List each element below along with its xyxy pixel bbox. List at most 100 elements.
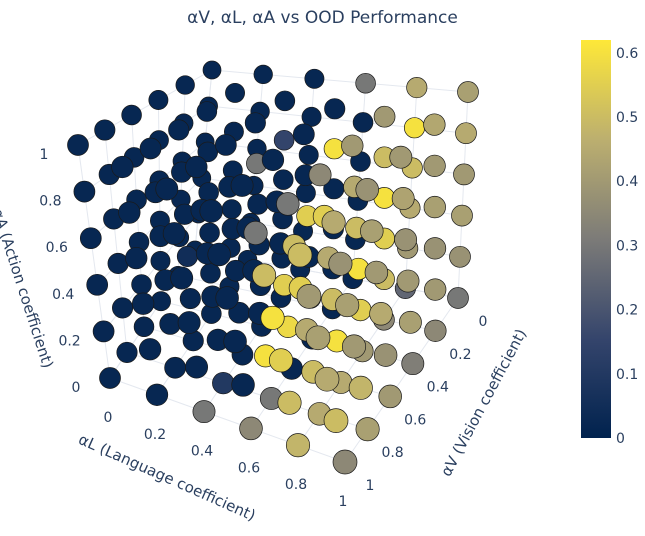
data-point[interactable] [360,219,384,243]
data-point[interactable] [295,183,316,203]
data-point[interactable] [199,222,220,244]
data-point[interactable] [449,245,471,268]
data-point[interactable] [159,313,182,335]
data-point[interactable] [199,199,223,223]
data-point[interactable] [164,356,186,379]
data-point[interactable] [252,263,277,288]
data-point[interactable] [323,138,345,160]
data-point[interactable] [125,246,148,270]
data-point[interactable] [321,210,346,235]
data-point[interactable] [355,417,380,442]
data-point[interactable] [133,316,155,338]
data-point[interactable] [155,177,179,201]
data-point[interactable] [92,320,115,343]
data-point[interactable] [200,262,221,284]
data-point[interactable] [230,173,254,197]
data-point[interactable] [139,137,162,160]
data-point[interactable] [260,305,285,330]
data-point[interactable] [401,352,425,376]
data-point[interactable] [243,220,268,246]
data-point[interactable] [225,82,245,103]
data-point[interactable] [396,269,420,293]
data-point[interactable] [373,105,396,128]
data-point[interactable] [179,288,201,310]
data-point[interactable] [268,348,294,373]
data-point[interactable] [244,112,266,134]
data-point[interactable] [332,449,358,475]
data-point[interactable] [273,129,295,151]
data-point[interactable] [455,122,477,145]
data-point[interactable] [221,199,242,220]
data-point[interactable] [118,201,141,224]
data-point[interactable] [328,251,353,276]
data-point[interactable] [214,134,237,156]
data-point[interactable] [348,375,373,400]
data-point[interactable] [355,72,376,94]
data-point[interactable] [457,81,479,103]
data-point[interactable] [335,293,360,318]
data-point[interactable] [73,180,96,203]
data-point[interactable] [79,227,102,250]
data-point[interactable] [185,355,209,379]
data-point[interactable] [121,104,142,126]
data-point[interactable] [215,286,239,310]
data-point[interactable] [298,145,319,165]
data-point[interactable] [202,60,222,80]
data-point[interactable] [373,343,398,367]
data-point[interactable] [223,329,247,354]
data-point[interactable] [285,433,311,458]
data-point[interactable] [314,366,340,392]
data-point[interactable] [324,98,346,120]
data-point[interactable] [151,291,171,312]
data-point[interactable] [111,155,134,179]
data-point[interactable] [403,117,426,139]
data-point[interactable] [423,195,446,219]
data-point[interactable] [423,154,446,177]
data-point[interactable] [364,260,389,285]
data-point[interactable] [453,163,475,186]
data-point[interactable] [177,311,201,335]
data-point[interactable] [287,242,313,268]
data-point[interactable] [447,287,469,309]
data-point[interactable] [162,222,186,245]
data-point[interactable] [253,64,273,85]
data-point[interactable] [424,319,447,342]
data-point[interactable] [86,273,109,296]
data-point[interactable] [341,134,364,157]
data-point[interactable] [261,148,285,172]
data-point[interactable] [423,113,446,136]
data-point[interactable] [116,341,138,363]
data-point[interactable] [150,251,171,271]
data-point[interactable] [378,384,402,409]
data-point[interactable] [296,284,322,309]
data-point[interactable] [176,245,198,267]
data-point[interactable] [304,68,325,89]
data-point[interactable] [305,325,331,351]
data-point[interactable] [394,228,418,252]
data-point[interactable] [239,416,263,441]
data-point[interactable] [277,390,302,415]
data-point[interactable] [424,278,447,301]
data-point[interactable] [132,292,155,315]
data-point[interactable] [145,383,169,406]
data-point[interactable] [192,400,216,424]
data-point[interactable] [389,145,413,169]
data-point[interactable] [212,371,235,395]
data-point[interactable] [273,169,294,190]
data-point[interactable] [341,334,367,359]
data-point[interactable] [196,101,218,122]
data-point[interactable] [323,408,349,433]
data-point[interactable] [175,75,195,95]
data-point[interactable] [67,134,89,156]
data-point[interactable] [292,123,315,146]
data-point[interactable] [185,155,208,179]
data-point[interactable] [391,187,415,210]
data-point[interactable] [94,119,116,141]
data-point[interactable] [170,266,194,290]
data-point[interactable] [352,112,374,133]
data-point[interactable] [207,242,231,267]
data-point[interactable] [274,90,296,112]
data-point[interactable] [231,373,255,397]
data-point[interactable] [112,297,134,319]
